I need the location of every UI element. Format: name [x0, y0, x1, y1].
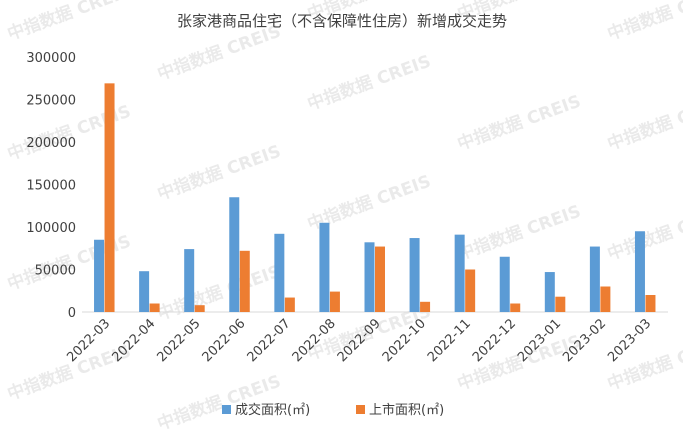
- bar-transaction-area: [319, 222, 330, 312]
- bar-listed-area: [104, 83, 115, 312]
- bar-listed-area: [510, 303, 521, 312]
- bar-series: [94, 83, 656, 312]
- bar-transaction-area: [139, 271, 150, 312]
- bar-transaction-area: [274, 233, 285, 312]
- legend-swatch: [356, 405, 365, 414]
- bar-listed-area: [555, 296, 566, 312]
- bar-listed-area: [329, 291, 340, 312]
- watermark-text: 中指数据 CREIS: [455, 201, 584, 265]
- bar-listed-area: [420, 301, 431, 312]
- bar-listed-area: [194, 305, 205, 312]
- x-tick-label: 2022-04: [109, 316, 158, 365]
- y-tick-label: 250000: [26, 94, 76, 109]
- watermark-text: 中指数据 CREIS: [455, 91, 584, 155]
- y-tick-label: 200000: [26, 136, 76, 151]
- watermark-text: 中指数据 CREIS: [605, 91, 683, 155]
- bar-transaction-area: [184, 249, 195, 312]
- legend-swatch: [222, 405, 231, 414]
- watermark-text: 中指数据 CREIS: [155, 141, 284, 205]
- bar-listed-area: [465, 269, 476, 312]
- bar-transaction-area: [499, 256, 510, 312]
- bar-transaction-area: [409, 238, 420, 312]
- bar-transaction-area: [634, 231, 645, 312]
- y-tick-label: 150000: [26, 179, 76, 194]
- x-tick-label: 2022-07: [245, 316, 294, 365]
- bar-listed-area: [284, 297, 295, 312]
- x-tick-label: 2023-03: [605, 316, 654, 365]
- x-tick-label: 2022-06: [200, 316, 249, 365]
- watermark-text: 中指数据 CREIS: [605, 0, 683, 45]
- bar-transaction-area: [229, 197, 240, 312]
- bar-transaction-area: [544, 272, 555, 312]
- bar-transaction-area: [364, 242, 375, 312]
- bar-listed-area: [239, 250, 250, 312]
- legend-label: 成交面积(㎡): [235, 402, 310, 418]
- y-tick-label: 50000: [35, 264, 76, 279]
- watermark-text: 中指数据 CREIS: [455, 331, 584, 395]
- watermark-text: 中指数据 CREIS: [155, 21, 284, 85]
- chart-title: 张家港商品住宅（不含保障性住房）新增成交走势: [177, 12, 507, 30]
- legend: 成交面积(㎡) 上市面积(㎡): [222, 402, 444, 418]
- y-axis: 0 50000 100000 150000 200000 250000 300000: [26, 51, 76, 321]
- bar-listed-area: [149, 303, 160, 312]
- legend-label: 上市面积(㎡): [369, 402, 444, 418]
- bar-transaction-area: [589, 246, 600, 312]
- watermark-text: 中指数据 CREIS: [5, 0, 134, 45]
- y-tick-label: 0: [68, 306, 76, 321]
- bar-transaction-area: [454, 234, 465, 312]
- bar-listed-area: [645, 295, 656, 312]
- x-tick-label: 2022-11: [425, 316, 474, 365]
- bar-listed-area: [375, 246, 385, 312]
- bar-listed-area: [600, 286, 611, 312]
- watermark-text: 中指数据 CREIS: [155, 261, 284, 325]
- y-tick-label: 100000: [26, 221, 76, 236]
- bar-transaction-area: [94, 239, 105, 312]
- y-tick-label: 300000: [26, 51, 76, 66]
- watermark-text: 中指数据 CREIS: [305, 51, 434, 115]
